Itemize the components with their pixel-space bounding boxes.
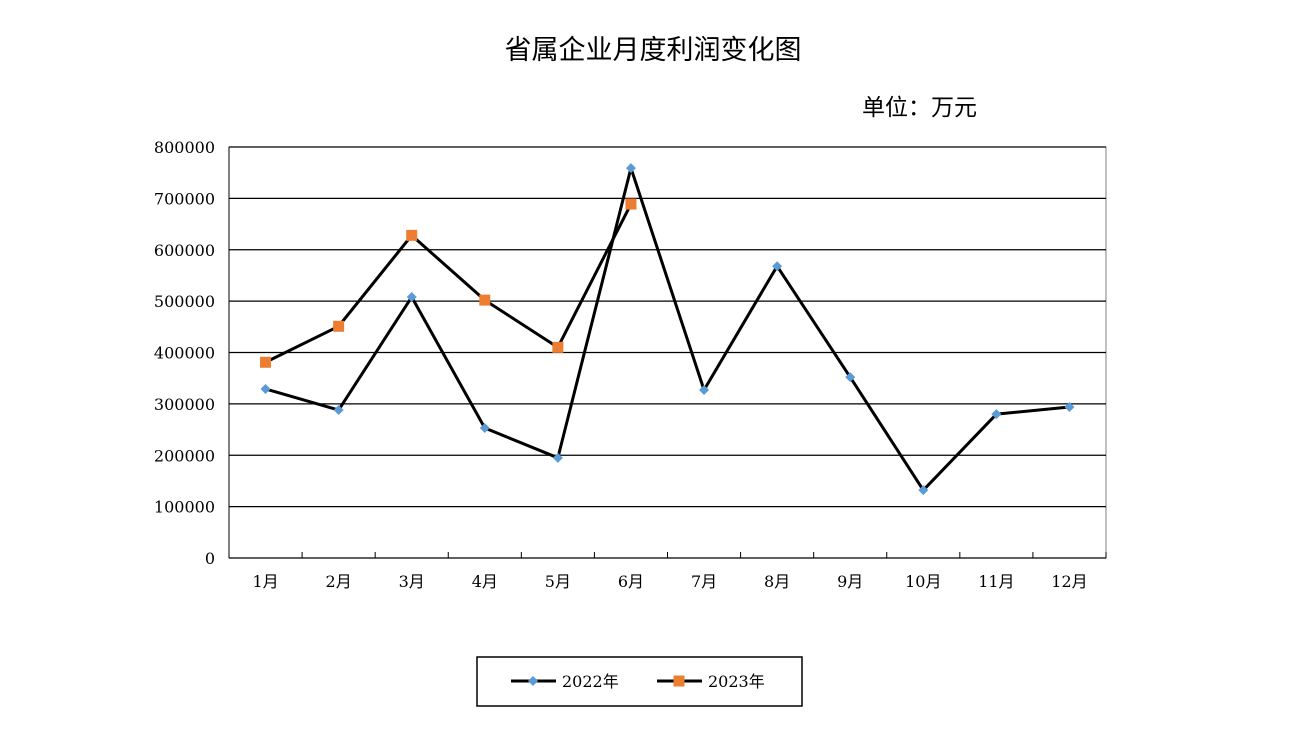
x-tick-label: 1月 [252,572,278,591]
data-point-2022年 [772,261,783,272]
legend-label: 2022年 [562,672,619,691]
data-point-2023年 [479,294,491,306]
legend-label: 2023年 [708,672,765,691]
x-tick-label: 2月 [326,572,352,591]
data-point-2022年 [699,385,710,396]
data-point-2022年 [406,292,417,303]
y-tick-label: 300000 [154,395,215,414]
x-tick-label: 9月 [837,572,863,591]
data-point-2022年 [260,383,271,394]
data-point-2022年 [333,405,344,416]
data-point-2023年 [625,198,637,210]
legend-marker [673,675,685,687]
series-line-2022年 [265,166,1070,492]
y-tick-label: 0 [205,549,215,568]
y-tick-label: 100000 [154,498,215,517]
chart-title: 省属企业月度利润变化图 [504,35,802,66]
x-tick-label: 7月 [691,572,717,591]
x-tick-label: 11月 [978,572,1014,591]
y-tick-label: 800000 [154,138,215,157]
x-tick-label: 4月 [472,572,498,591]
unit-label: 单位：万元 [862,95,977,121]
x-tick-label: 3月 [399,572,425,591]
data-point-2023年 [260,356,272,368]
data-point-2023年 [333,320,345,332]
y-tick-label: 400000 [154,344,215,363]
y-tick-label: 200000 [154,446,215,465]
x-tick-label: 8月 [764,572,790,591]
y-tick-label: 700000 [154,189,215,208]
x-tick-label: 10月 [905,572,941,591]
data-point-2022年 [552,452,563,463]
data-point-2022年 [479,423,490,434]
y-tick-label: 500000 [154,292,215,311]
data-point-2022年 [918,485,929,496]
series-line-2023年 [264,203,633,364]
data-point-2022年 [1064,401,1075,412]
x-tick-label: 12月 [1051,572,1087,591]
x-tick-label: 6月 [618,572,644,591]
x-tick-label: 5月 [545,572,571,591]
data-point-2022年 [625,163,636,174]
data-point-2023年 [406,229,418,241]
y-tick-label: 600000 [154,241,215,260]
legend-marker [528,676,538,686]
data-point-2023年 [552,341,564,353]
data-point-2022年 [991,409,1002,420]
data-point-2022年 [845,372,856,383]
